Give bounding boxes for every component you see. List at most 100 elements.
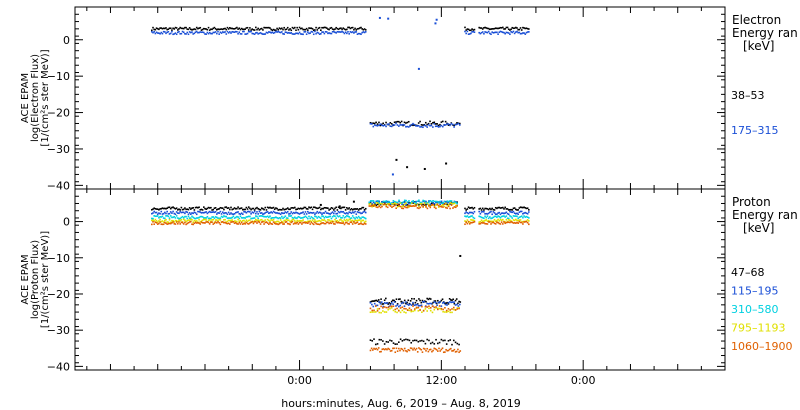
chart-1-point — [282, 207, 284, 210]
chart-0-point — [279, 31, 282, 34]
chart-1-point — [464, 223, 466, 226]
chart-1-point — [432, 199, 434, 202]
chart-1-point — [445, 309, 448, 312]
chart-1-point — [264, 215, 267, 218]
chart-0-point — [472, 29, 475, 31]
chart-0-point — [379, 124, 382, 127]
chart-0-point — [515, 26, 517, 29]
chart-1-point — [256, 211, 258, 213]
chart-1-point — [246, 215, 249, 218]
chart-0-point — [237, 32, 239, 35]
chart-1-point — [439, 203, 441, 206]
chart-1-point — [321, 213, 323, 216]
chart-1-point — [154, 211, 157, 214]
chart-1-point — [307, 217, 309, 220]
chart-1-point — [299, 217, 302, 219]
chart-1-point — [251, 217, 254, 220]
chart-1-point — [392, 199, 395, 202]
chart-1-point — [328, 219, 330, 221]
chart-1-point — [456, 201, 458, 204]
chart-1-point — [364, 220, 367, 223]
chart-1-point — [405, 301, 407, 303]
chart-0-point — [230, 32, 232, 34]
chart-1-point — [262, 215, 264, 218]
chart-1-point — [478, 215, 480, 218]
chart-0-point — [459, 122, 461, 125]
chart-1-point — [467, 206, 470, 209]
chart-1-point — [446, 204, 449, 207]
chart-0-point — [347, 26, 349, 29]
chart-1-point — [450, 203, 453, 205]
chart-1-point — [446, 203, 449, 206]
chart-1-point — [394, 204, 396, 207]
chart-1-point — [226, 222, 229, 225]
chart-0-point — [470, 29, 472, 32]
chart-1-point — [336, 212, 339, 215]
chart-0-point — [479, 32, 482, 35]
chart-1-point — [213, 221, 216, 224]
chart-1-point — [201, 209, 204, 211]
chart-1-point — [224, 215, 226, 218]
chart-1-point — [348, 216, 350, 218]
chart-1-point — [194, 217, 197, 220]
chart-0-point — [315, 26, 317, 29]
chart-1-point — [389, 203, 392, 206]
chart-0-point — [328, 28, 330, 31]
chart-0-point — [517, 28, 519, 31]
chart-0-point — [496, 27, 498, 30]
chart-1-point — [208, 210, 211, 213]
chart-1-point — [161, 215, 164, 218]
chart-0-point — [174, 26, 177, 29]
chart-1-point — [289, 223, 291, 226]
chart-1-point — [406, 309, 409, 312]
chart-0-point — [191, 29, 193, 31]
chart-1-point — [330, 206, 333, 209]
chart-1-point — [276, 220, 278, 223]
chart-1-point — [385, 306, 388, 309]
chart-1-point — [288, 223, 290, 225]
chart-1-point — [418, 203, 420, 206]
chart-1-point — [244, 211, 246, 213]
chart-1-point — [472, 208, 475, 210]
chart-1-point — [269, 206, 271, 209]
chart-1-point — [229, 217, 231, 219]
chart-1-point — [305, 221, 308, 224]
chart-1-series-4 — [151, 203, 530, 354]
chart-1-point — [206, 212, 209, 215]
chart-0-point — [499, 26, 502, 29]
chart-1-point — [294, 206, 296, 209]
chart-1-point — [347, 219, 349, 222]
chart-0-point — [316, 29, 319, 31]
chart-0-point — [350, 31, 353, 34]
chart-1-point — [384, 203, 386, 206]
chart-0-point — [330, 32, 333, 35]
chart-1-point — [203, 222, 205, 224]
chart-0-point — [278, 31, 281, 34]
chart-1-point — [317, 215, 320, 218]
chart-1-point — [464, 207, 466, 210]
chart-1-point — [341, 206, 343, 209]
chart-0-point — [419, 120, 421, 123]
chart-1-point — [374, 299, 376, 302]
chart-1-point — [376, 308, 379, 310]
chart-1-point — [260, 212, 263, 214]
chart-0-point — [269, 27, 271, 29]
chart-1-point — [374, 205, 376, 207]
chart-1-point — [512, 219, 515, 221]
chart-1-point — [226, 217, 229, 220]
chart-1-point — [436, 201, 439, 204]
chart-0-point — [481, 28, 484, 30]
chart-1-point — [371, 205, 373, 208]
chart-0-point — [392, 124, 394, 126]
chart-0-point — [224, 31, 226, 33]
chart-1-point — [415, 304, 417, 306]
chart-1-point — [410, 310, 413, 313]
chart-1-point — [351, 219, 354, 222]
chart-1-point — [425, 203, 427, 206]
chart-1-point — [309, 211, 311, 214]
chart-1-point — [246, 210, 249, 213]
chart-1-point — [450, 200, 453, 202]
chart-1-point — [378, 201, 380, 204]
chart-1-point — [380, 350, 382, 353]
chart-1-point — [396, 307, 398, 310]
